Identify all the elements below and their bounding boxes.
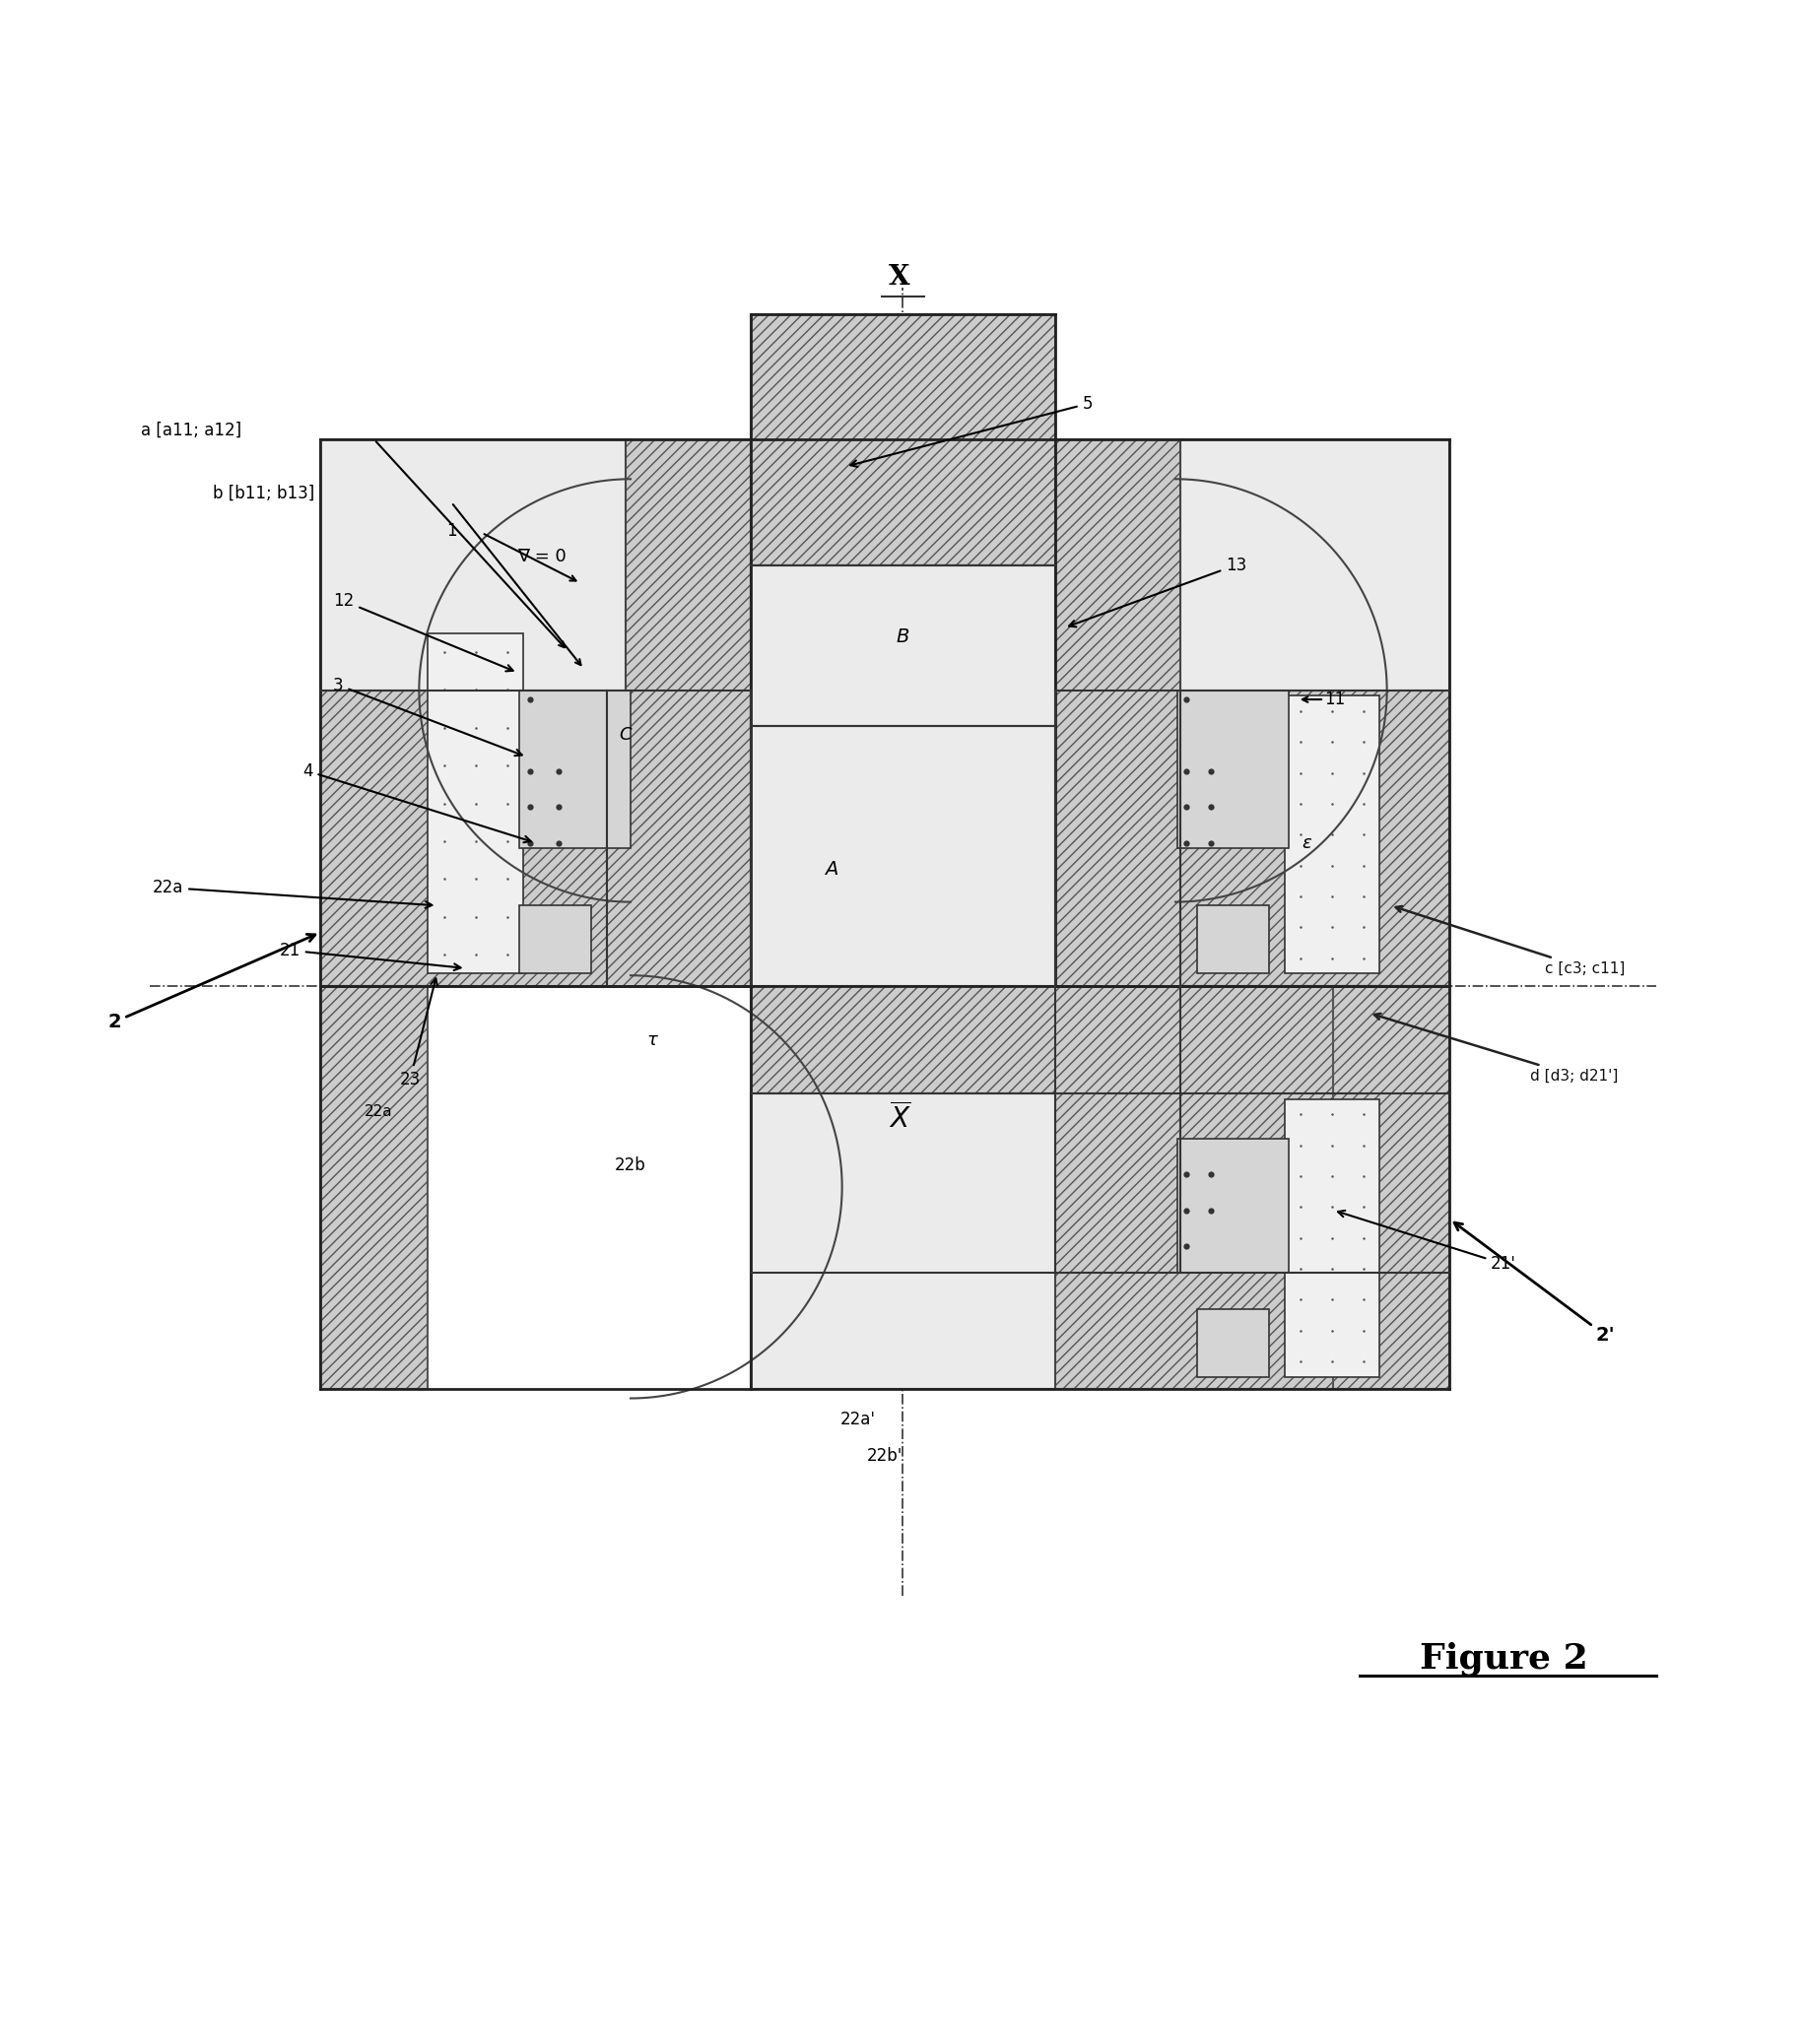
Text: C: C <box>619 726 632 744</box>
Bar <box>751 564 1054 985</box>
Bar <box>520 905 590 973</box>
Bar <box>319 439 625 691</box>
Text: 11: 11 <box>1323 691 1345 709</box>
Text: 22a: 22a <box>153 879 431 908</box>
Bar <box>1177 691 1287 848</box>
Text: 5: 5 <box>850 394 1092 466</box>
Text: τ: τ <box>646 1030 657 1049</box>
Bar <box>751 315 1054 564</box>
Text: a [a11; a12]: a [a11; a12] <box>141 421 242 439</box>
Bar <box>520 691 630 848</box>
Text: d [d3; d21']: d [d3; d21'] <box>1374 1014 1617 1083</box>
Text: 22b: 22b <box>614 1157 646 1173</box>
Text: 22b': 22b' <box>866 1447 902 1464</box>
Bar <box>1283 1100 1379 1378</box>
Bar <box>1054 691 1180 985</box>
Text: 3: 3 <box>332 677 522 756</box>
Bar <box>319 985 428 1390</box>
Bar <box>1180 439 1449 691</box>
Text: 1: 1 <box>446 521 457 540</box>
Text: 12: 12 <box>334 593 513 670</box>
Text: 22a: 22a <box>365 1104 392 1118</box>
Bar <box>751 985 1449 1390</box>
Bar <box>606 691 751 985</box>
Text: 23: 23 <box>399 979 437 1087</box>
Text: 21: 21 <box>280 942 460 971</box>
Text: 2: 2 <box>108 934 316 1032</box>
Text: 13: 13 <box>1069 556 1245 628</box>
Bar <box>1197 905 1267 973</box>
Text: 4: 4 <box>303 762 531 842</box>
Bar <box>751 1094 1054 1390</box>
Bar <box>428 634 523 973</box>
Bar <box>1332 985 1449 1390</box>
Text: 2': 2' <box>1453 1222 1614 1345</box>
Bar <box>751 564 1054 726</box>
Text: Figure 2: Figure 2 <box>1419 1641 1587 1676</box>
Text: b [b11; b13]: b [b11; b13] <box>213 484 314 503</box>
Bar <box>319 439 1449 985</box>
Bar <box>1054 1094 1180 1273</box>
Text: $\overline{X}$: $\overline{X}$ <box>888 1102 910 1134</box>
Text: 21': 21' <box>1338 1210 1516 1273</box>
Text: ∇ = 0: ∇ = 0 <box>518 548 567 564</box>
Text: c [c3; c11]: c [c3; c11] <box>1395 905 1624 975</box>
Bar <box>1283 695 1379 973</box>
Text: A: A <box>825 861 838 879</box>
Bar <box>1197 1308 1267 1378</box>
Text: 22a': 22a' <box>839 1410 875 1429</box>
Bar <box>1177 1139 1287 1273</box>
Text: B: B <box>895 628 910 646</box>
Text: X: X <box>888 264 910 290</box>
Text: ε: ε <box>1301 834 1310 852</box>
